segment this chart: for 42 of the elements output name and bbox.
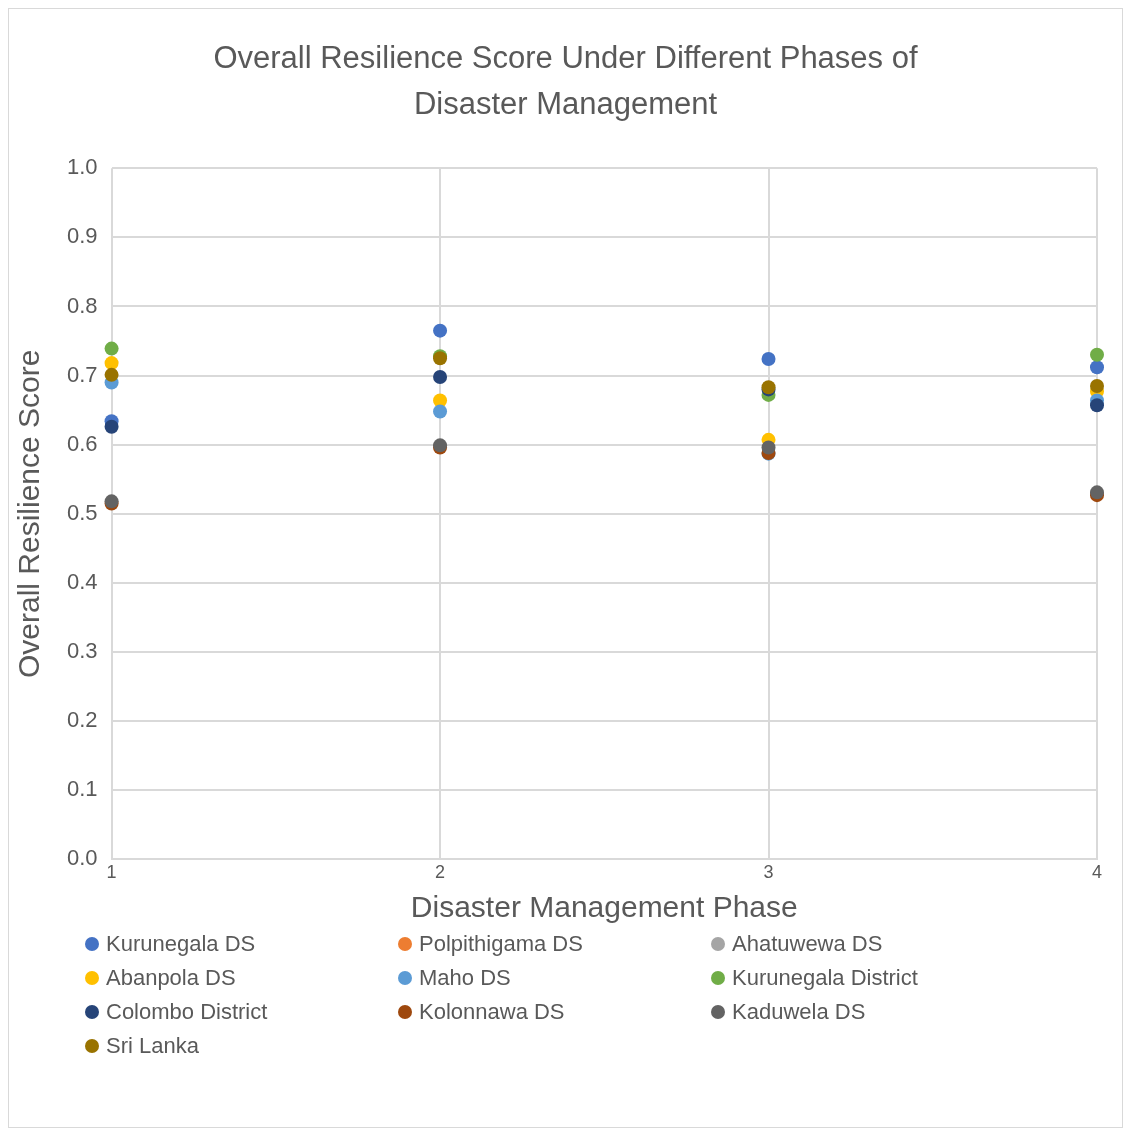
legend-label: Sri Lanka (106, 1033, 199, 1059)
point (433, 393, 448, 408)
y-tick-label: 0.1 (66, 776, 98, 802)
y-tick-label: 0.9 (66, 223, 98, 249)
legend-label: Kurunegala District (732, 965, 918, 991)
point (1090, 378, 1104, 393)
point (104, 419, 119, 434)
y-tick-label: 0.2 (66, 707, 98, 733)
x-tick-label: 1 (106, 862, 117, 883)
legend-label: Maho DS (419, 965, 511, 991)
y-tick-label: 0.5 (66, 499, 98, 525)
x-tick-label: 2 (435, 862, 446, 883)
point (761, 351, 776, 366)
legend-label: Colombo District (106, 999, 268, 1025)
point (433, 369, 448, 384)
point (1090, 398, 1104, 413)
legend-label: Kolonnawa DS (419, 999, 565, 1025)
legend-label: Kaduwela DS (732, 999, 866, 1025)
point (761, 440, 776, 455)
y-tick-label: 0.3 (66, 638, 98, 664)
y-tick-label: 0.7 (66, 361, 98, 387)
y-tick-label: 0.6 (66, 430, 98, 456)
legend-label: Polpithigama DS (419, 931, 583, 957)
x-axis-title: Disaster Management Phase (410, 890, 798, 924)
y-tick-label: 0.8 (66, 292, 98, 318)
y-tick-label: 0.4 (66, 568, 98, 594)
x-tick-label: 3 (763, 862, 774, 883)
point (433, 404, 448, 419)
y-tick-label: 0.0 (66, 845, 98, 871)
legend-label: Ahatuwewa DS (732, 931, 883, 957)
point (104, 356, 119, 371)
x-tick-label: 4 (1091, 862, 1103, 883)
y-axis-title: Overall Resilience Score (12, 349, 46, 679)
point (1090, 347, 1104, 362)
point (104, 341, 119, 356)
point (104, 367, 119, 382)
y-tick-label: 1.0 (66, 154, 98, 180)
point (433, 323, 448, 338)
chart-title: Overall Resilience Score Under Different Phases of Disaster Management (212, 39, 919, 123)
point (1090, 360, 1104, 375)
legend-label: Kurunegala DS (106, 931, 256, 957)
legend-label: Abanpola DS (106, 965, 236, 991)
